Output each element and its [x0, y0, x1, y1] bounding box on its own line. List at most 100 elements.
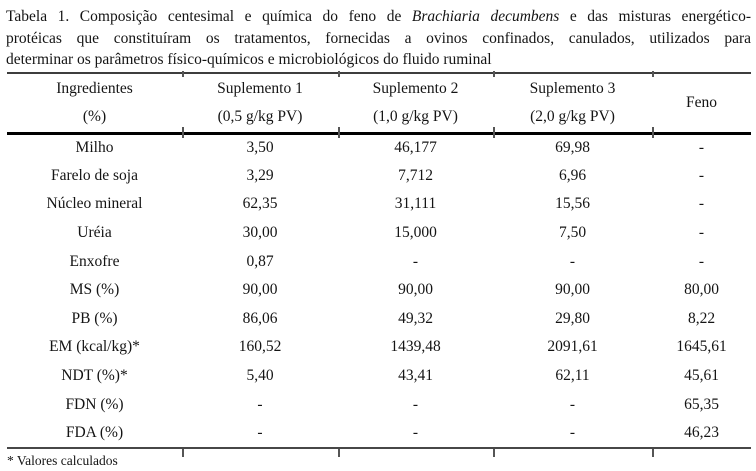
row-label: FDA (%) [7, 418, 182, 449]
table-cell: - [412, 252, 419, 270]
header-line1: Feno [686, 93, 717, 111]
table-cell: 15,000 [394, 224, 437, 242]
row-label: PB (%) [71, 309, 118, 327]
table-cell: 86,06 [242, 309, 278, 327]
table-cell: - [569, 252, 576, 270]
column-header-suplemento-2: Suplemento 2 (1,0 g/kg PV) [338, 73, 493, 135]
table-cell: - [698, 139, 705, 157]
column-boundary-tick [338, 127, 340, 138]
data-table: Ingredientes (%) Suplemento 1 (0,5 g/kg … [7, 71, 751, 457]
table-cell: - [698, 252, 705, 270]
row-label: MS (%) [69, 281, 120, 299]
column-boundary-tick [338, 449, 340, 457]
column-header-suplemento-1: Suplemento 1 (0,5 g/kg PV) [182, 73, 338, 135]
table-cell: 2091,61 [547, 338, 598, 356]
table-cell: 15,56 [555, 195, 590, 213]
column-boundary-tick [652, 127, 654, 138]
table-cell: 6,96 [558, 166, 587, 184]
column-header-feno: Feno [652, 73, 751, 135]
table-cell: 90,00 [398, 281, 433, 299]
column-boundary-tick [493, 71, 495, 77]
header-line2: (1,0 g/kg PV) [373, 107, 458, 125]
row-label: Milho [75, 139, 114, 157]
table-cell: - [182, 418, 338, 449]
table-cell: 46,23 [652, 418, 751, 449]
row-label: NDT (%)* [61, 367, 128, 385]
column-header-suplemento-3: Suplemento 3 (2,0 g/kg PV) [493, 73, 652, 135]
table-cell: 3,50 [246, 139, 274, 157]
table-cell: 29,80 [555, 309, 590, 327]
row-label: EM (kcal/kg)* [49, 338, 140, 356]
caption-line-3: determinar os parâmetros físico-químicos… [6, 49, 751, 71]
caption-line-1: Tabela 1. Composição centesimal e químic… [6, 6, 751, 28]
table-cell: 3,29 [246, 166, 274, 184]
table-row: Milho 3,50 46,177 69,98 - [7, 133, 751, 162]
table-footnote: * Valores calculados [7, 453, 118, 468]
table-row: PB (%) 86,06 49,32 29,80 8,22 [7, 305, 751, 334]
table-cell: 46,177 [394, 139, 437, 157]
table-cell: 90,00 [555, 281, 590, 299]
header-line1: Suplemento 1 [217, 79, 303, 97]
table-cell: 8,22 [687, 309, 716, 327]
table-cell: 160,52 [238, 338, 282, 356]
table-cell: 1439,48 [390, 338, 441, 356]
column-boundary-tick [493, 127, 495, 138]
row-label: FDN (%) [65, 395, 124, 413]
table-cell: 1645,61 [676, 338, 727, 356]
table-row: Núcleo mineral 62,35 31,111 15,56 - [7, 190, 751, 219]
row-label: Núcleo mineral [46, 195, 143, 213]
caption-text: determinar os parâmetros físico-químicos… [6, 51, 492, 68]
table-cell: - [698, 224, 705, 242]
header-line2: (2,0 g/kg PV) [530, 107, 615, 125]
column-boundary-tick [338, 71, 340, 77]
table-row: Farelo de soja 3,29 7,712 6,96 - [7, 162, 751, 191]
table-row: EM (kcal/kg)* 160,52 1439,48 2091,61 164… [7, 333, 751, 362]
caption-text: Tabela 1. Composição centesimal e químic… [6, 8, 412, 25]
table-cell: 5,40 [246, 367, 274, 385]
table-row: Enxofre 0,87 - - - [7, 247, 751, 276]
table-caption: Tabela 1. Composição centesimal e químic… [6, 6, 751, 71]
caption-text: e das misturas energético- [559, 8, 751, 25]
column-boundary-tick [182, 449, 184, 457]
header-line2: (0,5 g/kg PV) [217, 107, 303, 125]
column-boundary-tick [493, 449, 495, 457]
table-cell: 7,712 [398, 166, 433, 184]
header-line1: Ingredientes [56, 79, 133, 97]
table-cell: - [338, 418, 493, 449]
table-row: FDA (%) - - - 46,23 [7, 418, 751, 449]
table-cell: - [698, 166, 705, 184]
table-row: Uréia 30,00 15,000 7,50 - [7, 219, 751, 248]
caption-line-2: protéicas que constituíram os tratamento… [6, 28, 751, 50]
table-cell: 62,11 [555, 367, 590, 385]
table-cell: 69,98 [555, 139, 590, 157]
column-boundary-tick [182, 127, 184, 138]
row-label: Enxofre [69, 252, 120, 270]
table-row: MS (%) 90,00 90,00 90,00 80,00 [7, 276, 751, 305]
table-cell: 90,00 [242, 281, 278, 299]
table-cell: - [698, 195, 705, 213]
column-boundary-tick [182, 71, 184, 77]
table-cell: 30,00 [242, 224, 278, 242]
table-cell: 31,111 [394, 195, 437, 213]
table-cell: - [257, 395, 263, 413]
table-cell: 62,35 [242, 195, 278, 213]
table-cell: 0,87 [246, 252, 274, 270]
table-cell: 43,41 [398, 367, 433, 385]
header-row: Ingredientes (%) Suplemento 1 (0,5 g/kg … [7, 73, 751, 135]
table-cell: - [412, 395, 419, 413]
row-label: Farelo de soja [51, 166, 138, 184]
table-row: NDT (%)* 5,40 43,41 62,11 45,61 [7, 362, 751, 391]
caption-species-italic: Brachiaria decumbens [411, 8, 560, 25]
header-line1: Suplemento 3 [529, 79, 616, 97]
table-cell: 49,32 [398, 309, 433, 327]
caption-text: protéicas que constituíram os tratamento… [6, 29, 751, 47]
table-cell: 65,35 [684, 395, 719, 413]
column-boundary-tick [652, 71, 654, 77]
header-line1: Suplemento 2 [372, 79, 459, 97]
table-cell: 80,00 [684, 281, 719, 299]
row-label: Uréia [77, 224, 112, 242]
table-row: FDN (%) - - - 65,35 [7, 390, 751, 419]
table-cell: - [569, 395, 576, 413]
column-header-ingredientes: Ingredientes (%) [7, 73, 182, 135]
